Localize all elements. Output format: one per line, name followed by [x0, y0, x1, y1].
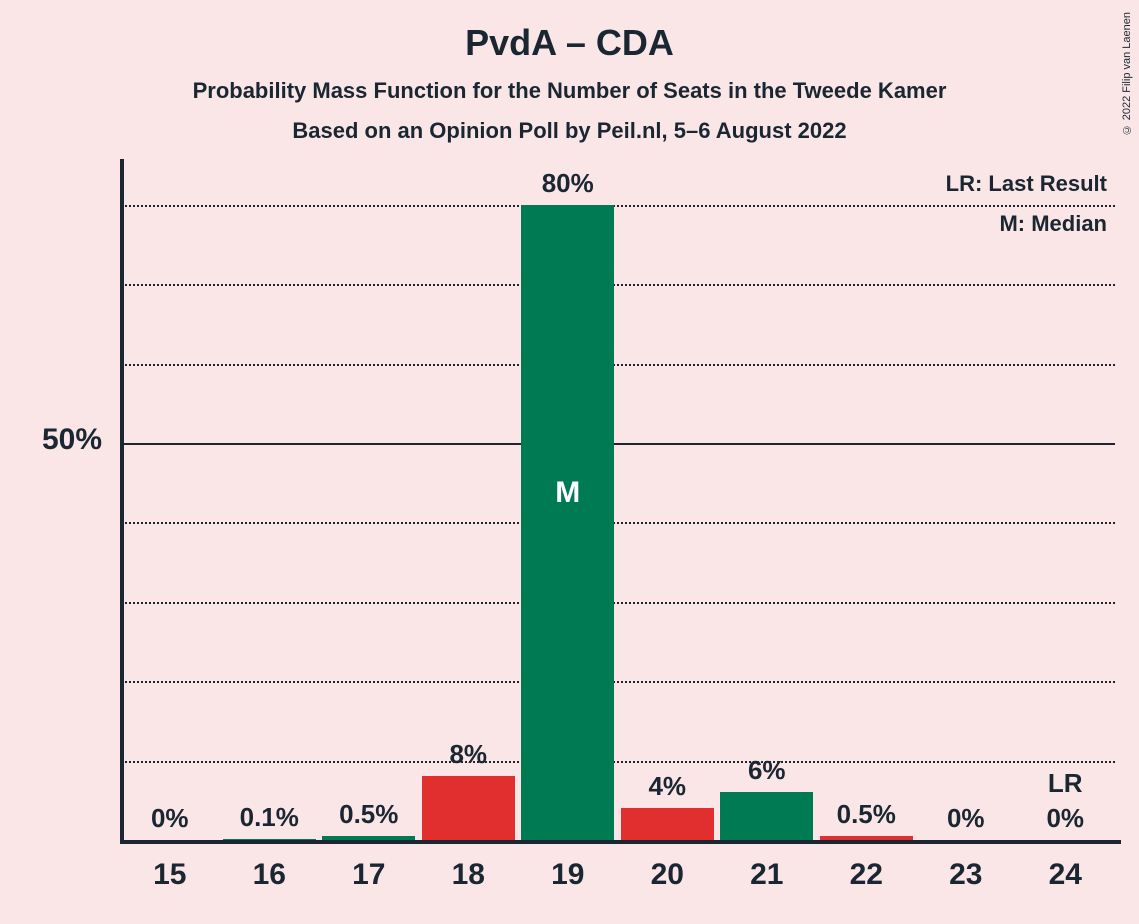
bar	[820, 836, 913, 840]
x-tick-label: 16	[220, 858, 320, 892]
bar	[223, 839, 316, 840]
x-tick-label: 15	[120, 858, 220, 892]
x-tick-label: 20	[618, 858, 718, 892]
bar-value-label: 0.5%	[314, 799, 423, 830]
bar	[422, 776, 515, 840]
bar-value-label: 6%	[712, 755, 821, 786]
bar	[521, 205, 614, 840]
gridline	[120, 205, 1115, 207]
x-tick-label: 22	[817, 858, 917, 892]
x-tick-label: 21	[717, 858, 817, 892]
legend-text: LR: Last Result	[946, 171, 1107, 197]
gridline	[120, 761, 1115, 763]
bar	[720, 792, 813, 840]
x-axis	[120, 840, 1121, 844]
gridline	[120, 443, 1115, 445]
bar-value-label: 0%	[115, 803, 224, 834]
last-result-marker: LR	[1016, 768, 1116, 799]
gridline	[120, 364, 1115, 366]
x-tick-label: 23	[916, 858, 1016, 892]
chart-title: PvdA – CDA	[0, 22, 1139, 64]
gridline	[120, 522, 1115, 524]
gridline	[120, 681, 1115, 683]
bar-value-label: 8%	[414, 739, 523, 770]
x-tick-label: 18	[419, 858, 519, 892]
bar-value-label: 0%	[1011, 803, 1120, 834]
gridline	[120, 602, 1115, 604]
legend-text: M: Median	[999, 211, 1107, 237]
bar-value-label: 0%	[911, 803, 1020, 834]
y-axis-label: 50%	[0, 423, 102, 457]
x-tick-label: 19	[518, 858, 618, 892]
bar-value-label: 80%	[513, 168, 622, 199]
bar	[322, 836, 415, 840]
chart-plot-area: LR: Last ResultM: Median0%150.1%160.5%17…	[120, 165, 1115, 840]
x-tick-label: 24	[1016, 858, 1116, 892]
gridline	[120, 284, 1115, 286]
chart-subtitle-1: Probability Mass Function for the Number…	[0, 78, 1139, 104]
bar-value-label: 0.1%	[215, 802, 324, 833]
chart-subtitle-2: Based on an Opinion Poll by Peil.nl, 5–6…	[0, 118, 1139, 144]
bar-value-label: 0.5%	[812, 799, 921, 830]
x-tick-label: 17	[319, 858, 419, 892]
y-axis	[120, 159, 124, 840]
bar	[621, 808, 714, 840]
median-marker: M	[521, 476, 614, 510]
bar-value-label: 4%	[613, 771, 722, 802]
